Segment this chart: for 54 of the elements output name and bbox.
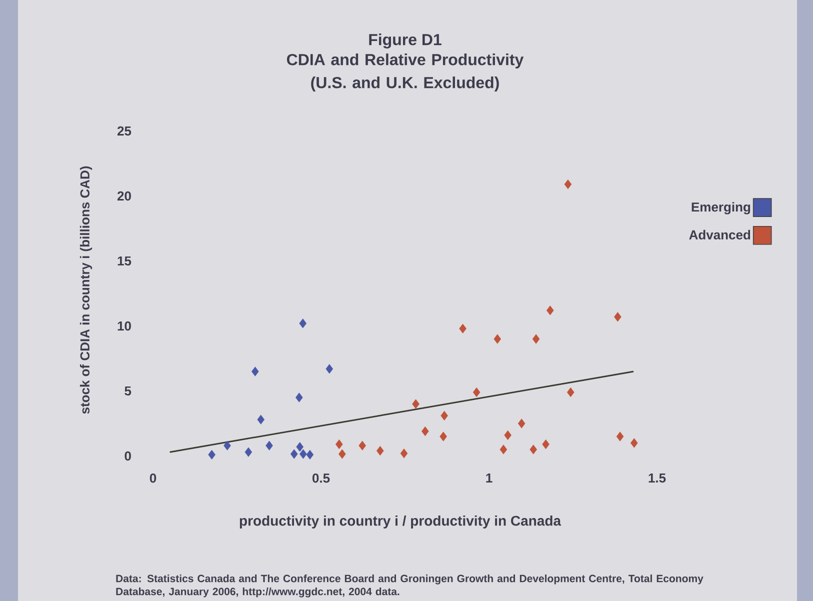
point bbox=[208, 450, 216, 460]
chart-subtitle: CDIA and Relative Productivity (U.S. and U.K. Excluded) bbox=[286, 54, 524, 92]
point bbox=[518, 418, 526, 428]
point bbox=[564, 179, 572, 190]
point bbox=[614, 312, 622, 322]
point bbox=[494, 334, 502, 344]
point bbox=[546, 306, 554, 316]
point bbox=[567, 387, 574, 398]
y-axis-title: stock of CDIA in country i (billions CAD) bbox=[80, 166, 92, 414]
text: Data: Statistics Canada and The Conference Board and Groningen Growth and Development Centre, Total Economy Database, January 2006, http://www.ggdc.net, 2004 data. bbox=[116, 574, 704, 598]
x-axis-title: productivity in country i / productivity in Canada bbox=[240, 515, 562, 529]
point bbox=[440, 432, 447, 442]
point bbox=[266, 440, 273, 450]
y-tick-label: 0 bbox=[124, 451, 131, 461]
point bbox=[358, 440, 366, 450]
point bbox=[376, 446, 384, 456]
point bbox=[336, 439, 343, 450]
point bbox=[440, 410, 448, 420]
chart-title: Figure D1 bbox=[369, 34, 442, 48]
point bbox=[257, 414, 265, 424]
legend-label: Advanced bbox=[689, 230, 750, 240]
point bbox=[299, 318, 307, 328]
y-tick-label: 20 bbox=[117, 191, 131, 201]
point bbox=[530, 444, 538, 454]
point bbox=[338, 449, 346, 459]
point bbox=[459, 324, 466, 334]
point bbox=[290, 449, 298, 459]
point bbox=[422, 426, 429, 436]
point bbox=[542, 439, 550, 450]
point bbox=[326, 364, 334, 374]
y-tick-label: 25 bbox=[117, 126, 132, 136]
y-tick-label: 10 bbox=[118, 321, 131, 331]
legend-label: Emerging bbox=[692, 202, 750, 214]
point bbox=[224, 440, 231, 450]
point bbox=[306, 450, 314, 460]
x-tick-label: 0 bbox=[150, 474, 156, 483]
point bbox=[630, 438, 638, 448]
y-tick-label: 15 bbox=[118, 256, 132, 266]
point bbox=[296, 442, 304, 452]
point bbox=[300, 449, 307, 459]
point bbox=[400, 448, 408, 458]
point bbox=[504, 430, 512, 440]
point bbox=[500, 444, 508, 454]
x-tick-label: 0.5 bbox=[312, 474, 330, 483]
point bbox=[296, 392, 303, 402]
point bbox=[616, 432, 624, 442]
point bbox=[532, 334, 540, 344]
y-tick-label: 5 bbox=[124, 386, 132, 396]
x-tick-label: 1.5 bbox=[648, 474, 666, 483]
point bbox=[244, 447, 252, 457]
x-tick-label: 1 bbox=[486, 474, 492, 482]
point bbox=[412, 399, 420, 409]
point bbox=[472, 387, 480, 398]
point bbox=[252, 366, 259, 376]
